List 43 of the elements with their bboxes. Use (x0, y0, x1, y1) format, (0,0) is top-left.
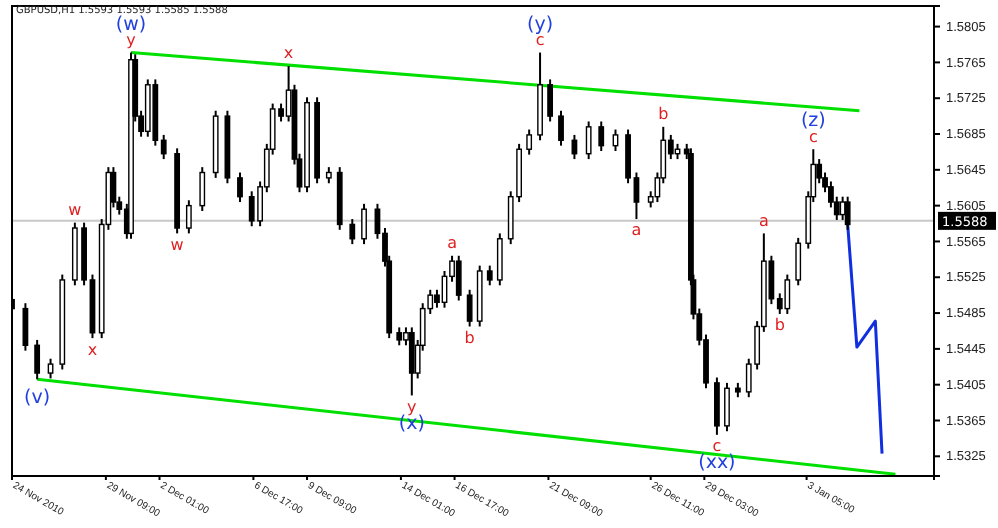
candlestick (598, 120, 605, 153)
annotation: c (808, 127, 818, 146)
candlestick (526, 128, 533, 156)
annotation: a (631, 221, 642, 240)
candlestick (844, 195, 851, 231)
annotation: x (283, 44, 294, 63)
annotation: (v) (24, 386, 51, 409)
annotation: (y) (527, 13, 554, 36)
candlestick (558, 109, 564, 147)
annotation: b (774, 316, 785, 335)
candlestick (585, 120, 592, 161)
candlestick (795, 236, 802, 287)
annotation: w (170, 235, 185, 254)
candlestick (47, 357, 54, 380)
candlestick (408, 326, 415, 397)
annotation: b (658, 105, 669, 124)
annotation: y (407, 397, 418, 416)
annotation: a (758, 211, 769, 230)
candlestick (547, 78, 554, 123)
candlestick (361, 202, 367, 246)
candlestick (784, 273, 791, 315)
annotation: y (126, 30, 137, 49)
annotation: b (464, 328, 475, 347)
candlestick (144, 78, 151, 138)
candlestick (237, 171, 243, 204)
candlestick (248, 190, 255, 228)
annotation: (xx) (698, 452, 736, 475)
annotation: (w) (115, 13, 147, 36)
candlestick (199, 166, 206, 213)
annotation: (z) (800, 110, 826, 133)
candlestick (724, 381, 730, 433)
candlestick (349, 218, 356, 246)
candlestick (34, 338, 41, 381)
candlestick (714, 376, 720, 436)
candlestick (496, 232, 503, 287)
annotation: a (447, 234, 458, 253)
candlestick (455, 254, 462, 302)
annotation: x (87, 340, 98, 359)
candlestick (185, 199, 192, 235)
annotation: w (68, 201, 83, 220)
annotation: c (712, 437, 722, 456)
candlestick (466, 288, 473, 328)
candlestick (486, 264, 493, 287)
